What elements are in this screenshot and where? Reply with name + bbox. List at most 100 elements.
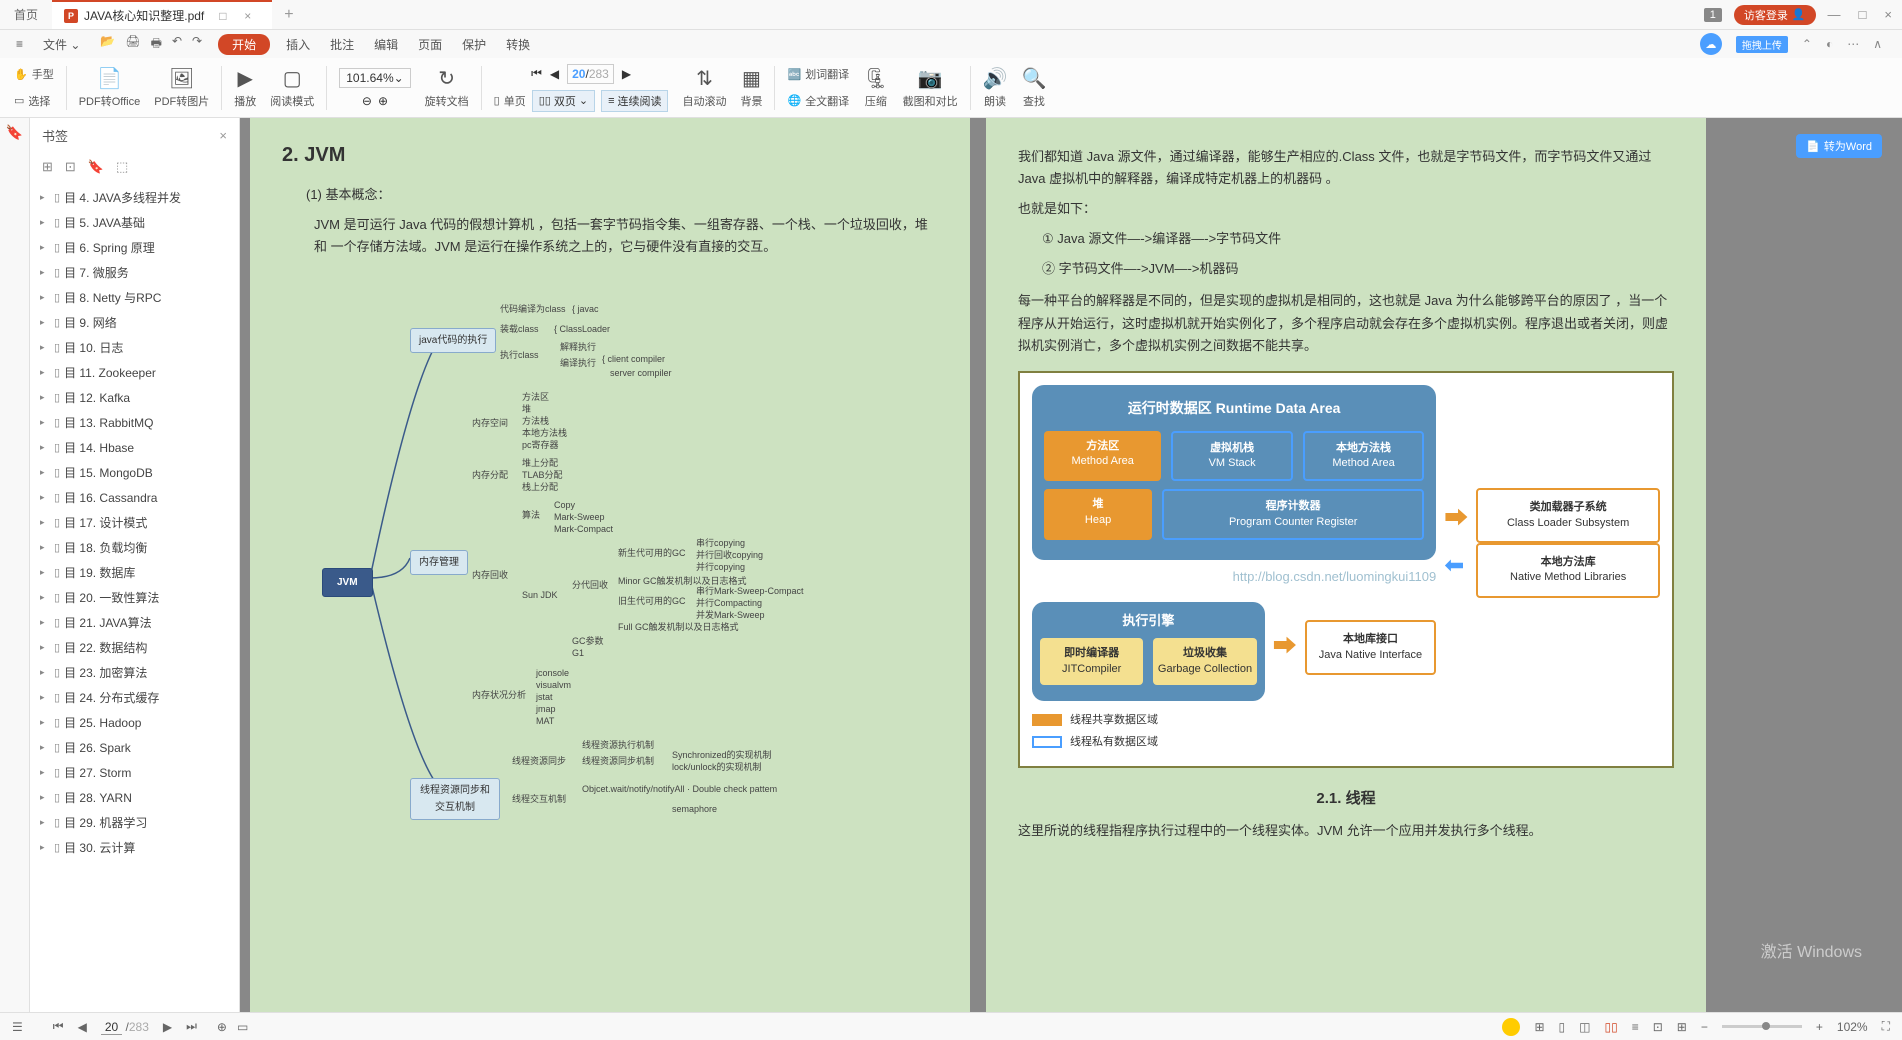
- bookmark-item[interactable]: ▸▯目 10. 日志: [30, 335, 239, 360]
- bookmark-item[interactable]: ▸▯目 15. MongoDB: [30, 460, 239, 485]
- background-button[interactable]: ▦背景: [734, 58, 768, 117]
- zoom-in-status[interactable]: +: [1816, 1020, 1823, 1034]
- hand-tool[interactable]: ✋ 手型: [14, 66, 54, 82]
- view-double-icon[interactable]: ▯▯: [1605, 1020, 1618, 1034]
- full-translate[interactable]: 🌐 全文翻译: [787, 93, 849, 109]
- zoom-fit-icon[interactable]: ⊞: [1677, 1020, 1687, 1034]
- menu-insert[interactable]: 插入: [278, 36, 318, 53]
- view-fit-icon[interactable]: ⊡: [1653, 1020, 1663, 1034]
- bookmark-item[interactable]: ▸▯目 27. Storm: [30, 760, 239, 785]
- bookmark-item[interactable]: ▸▯目 7. 微服务: [30, 260, 239, 285]
- print-icon[interactable]: 🖨: [125, 34, 140, 55]
- speak-button[interactable]: 🔊朗读: [977, 58, 1014, 117]
- bookmark-panel-icon[interactable]: 🔖: [6, 124, 23, 141]
- status-first-icon[interactable]: ⏮: [53, 1019, 64, 1034]
- zoom-value[interactable]: 102%: [1837, 1020, 1868, 1034]
- tab-close-icon[interactable]: ×: [244, 9, 251, 23]
- bookmark-item[interactable]: ▸▯目 17. 设计模式: [30, 510, 239, 535]
- bookmark-item[interactable]: ▸▯目 8. Netty 与RPC: [30, 285, 239, 310]
- sidebar-close-icon[interactable]: ×: [219, 128, 227, 143]
- bookmark-item[interactable]: ▸▯目 18. 负载均衡: [30, 535, 239, 560]
- status-page-cur[interactable]: 20: [101, 1020, 122, 1035]
- select-tool[interactable]: ▭ 选择: [14, 93, 50, 109]
- page-input[interactable]: 20/283: [567, 64, 614, 84]
- pdf-to-office[interactable]: 📄PDF转Office: [73, 58, 147, 117]
- upload-badge[interactable]: 拖拽上传: [1736, 36, 1788, 53]
- collapse-icon[interactable]: ⌃: [1802, 37, 1812, 51]
- bookmark-item[interactable]: ▸▯目 30. 云计算: [30, 835, 239, 860]
- read-mode[interactable]: ▢阅读模式: [264, 58, 320, 117]
- view-book-icon[interactable]: ◫: [1579, 1020, 1590, 1034]
- help-icon[interactable]: ∧: [1873, 37, 1882, 51]
- skin-icon[interactable]: ◐: [1826, 37, 1833, 51]
- bookmark-item[interactable]: ▸▯目 21. JAVA算法: [30, 610, 239, 635]
- menu-annotate[interactable]: 批注: [322, 36, 362, 53]
- fullscreen-icon[interactable]: ⛶: [1882, 1019, 1890, 1034]
- zoom-input[interactable]: 101.64% ⌄: [339, 68, 410, 88]
- bm-tool-1[interactable]: ⊞: [42, 159, 53, 175]
- menu-icon[interactable]: ≡: [8, 37, 31, 51]
- file-tab[interactable]: P JAVA核心知识整理.pdf □ ×: [52, 0, 272, 29]
- next-page-icon[interactable]: ▶: [622, 67, 631, 81]
- bm-tool-4[interactable]: ⬚: [116, 159, 128, 175]
- bm-tool-2[interactable]: ⊡: [65, 159, 76, 175]
- file-menu[interactable]: 文件 ⌄: [35, 36, 88, 53]
- bm-tool-3[interactable]: 🔖: [88, 159, 104, 175]
- prev-page-icon[interactable]: ◀: [550, 67, 559, 81]
- smiley-icon[interactable]: [1502, 1018, 1520, 1036]
- bookmark-item[interactable]: ▸▯目 9. 网络: [30, 310, 239, 335]
- home-tab[interactable]: 首页: [0, 0, 52, 29]
- close-icon[interactable]: ×: [1884, 7, 1892, 22]
- menu-convert[interactable]: 转换: [498, 36, 538, 53]
- bookmark-item[interactable]: ▸▯目 19. 数据库: [30, 560, 239, 585]
- minimize-icon[interactable]: —: [1828, 7, 1841, 22]
- view-cont-icon[interactable]: ≡: [1632, 1020, 1639, 1034]
- maximize-icon[interactable]: □: [1859, 7, 1867, 22]
- status-prev-icon[interactable]: ◀: [78, 1020, 87, 1034]
- document-content[interactable]: 📄 转为Word 2. JVM (1) 基本概念： JVM 是可运行 Java …: [240, 118, 1902, 1012]
- bookmark-item[interactable]: ▸▯目 28. YARN: [30, 785, 239, 810]
- add-tab-button[interactable]: +: [272, 6, 305, 24]
- notification-badge[interactable]: 1: [1704, 8, 1722, 22]
- bookmark-item[interactable]: ▸▯目 29. 机器学习: [30, 810, 239, 835]
- compress-button[interactable]: 🗜压缩: [857, 58, 894, 117]
- convert-word-button[interactable]: 📄 转为Word: [1796, 134, 1882, 158]
- open-icon[interactable]: 📂: [100, 34, 115, 55]
- menu-page[interactable]: 页面: [410, 36, 450, 53]
- view-single-icon[interactable]: ▯: [1559, 1020, 1566, 1034]
- menu-edit[interactable]: 编辑: [366, 36, 406, 53]
- pdf-to-image[interactable]: 🖼PDF转图片: [148, 58, 215, 117]
- word-translate[interactable]: 🔤 划词翻译: [787, 66, 849, 82]
- play-button[interactable]: ▶播放: [228, 58, 262, 117]
- menu-protect[interactable]: 保护: [454, 36, 494, 53]
- zoom-in-icon[interactable]: ⊕: [378, 94, 388, 108]
- single-page[interactable]: ▯ 单页: [494, 90, 526, 112]
- status-tool-2[interactable]: ▭: [237, 1020, 248, 1034]
- login-button[interactable]: 访客登录 👤: [1734, 5, 1816, 25]
- bookmark-item[interactable]: ▸▯目 5. JAVA基础: [30, 210, 239, 235]
- tab-restore-icon[interactable]: □: [219, 9, 226, 23]
- bookmark-item[interactable]: ▸▯目 6. Spring 原理: [30, 235, 239, 260]
- undo-icon[interactable]: ↶: [172, 34, 182, 55]
- status-menu-icon[interactable]: ☰: [12, 1020, 23, 1034]
- bookmark-item[interactable]: ▸▯目 4. JAVA多线程并发: [30, 185, 239, 210]
- bookmark-item[interactable]: ▸▯目 24. 分布式缓存: [30, 685, 239, 710]
- bookmark-item[interactable]: ▸▯目 22. 数据结构: [30, 635, 239, 660]
- bookmark-item[interactable]: ▸▯目 13. RabbitMQ: [30, 410, 239, 435]
- bookmark-item[interactable]: ▸▯目 26. Spark: [30, 735, 239, 760]
- cloud-icon[interactable]: ☁: [1700, 33, 1722, 55]
- screenshot-button[interactable]: 📷截图和对比: [897, 58, 964, 117]
- zoom-slider[interactable]: [1722, 1025, 1802, 1028]
- rotate-button[interactable]: ↻旋转文档: [419, 58, 475, 117]
- first-page-icon[interactable]: ⏮: [531, 66, 542, 81]
- double-page[interactable]: ▯▯ 双页 ⌄: [532, 90, 595, 112]
- bookmark-item[interactable]: ▸▯目 11. Zookeeper: [30, 360, 239, 385]
- start-tab[interactable]: 开始: [218, 34, 270, 55]
- status-tool-1[interactable]: ⊕: [217, 1020, 227, 1034]
- search-button[interactable]: 🔍查找: [1015, 58, 1052, 117]
- bookmark-item[interactable]: ▸▯目 12. Kafka: [30, 385, 239, 410]
- auto-scroll[interactable]: ⇅自动滚动: [676, 58, 732, 117]
- bookmark-item[interactable]: ▸▯目 14. Hbase: [30, 435, 239, 460]
- status-next-icon[interactable]: ▶: [163, 1020, 172, 1034]
- zoom-out-status[interactable]: −: [1701, 1020, 1708, 1034]
